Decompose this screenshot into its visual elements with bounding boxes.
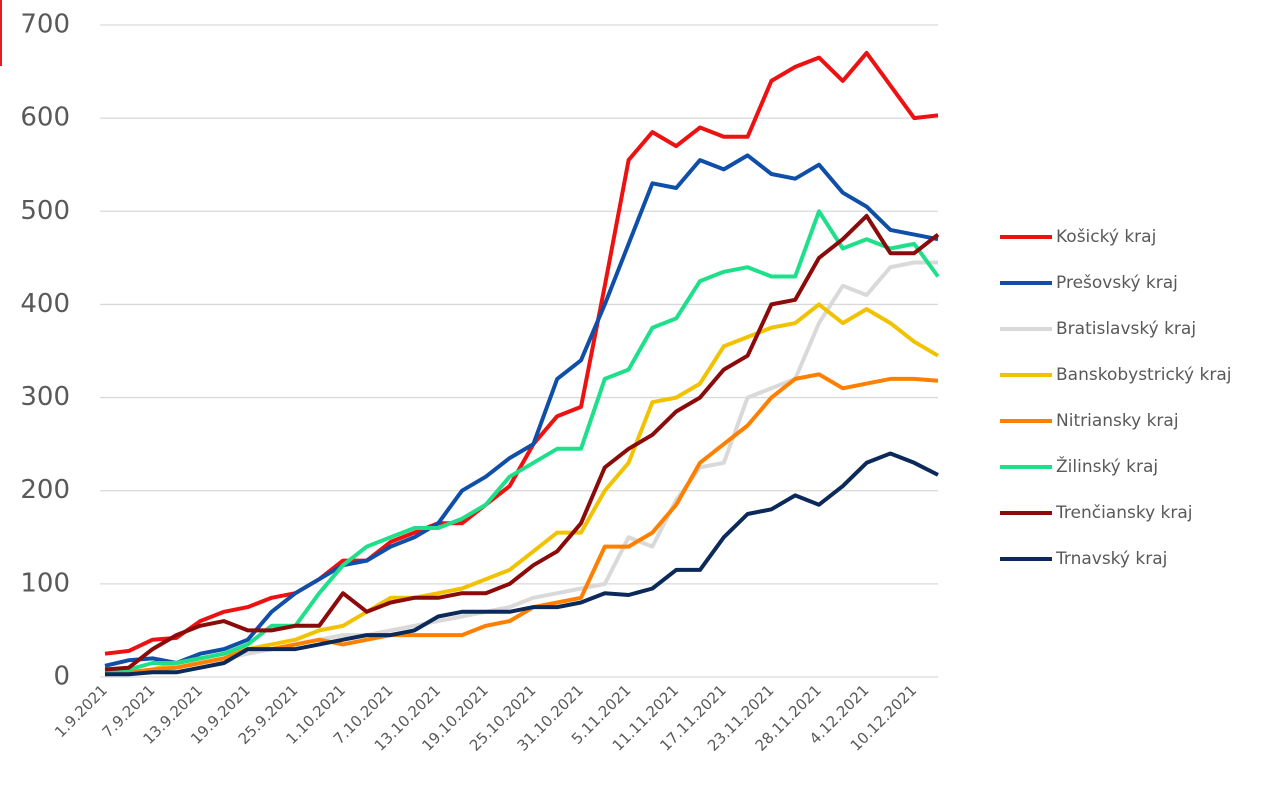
legend-label: Banskobystrický kraj [1056,365,1231,385]
legend-label: Košický kraj [1056,227,1156,247]
legend-label: Žilinský kraj [1056,455,1158,477]
accent-bar [0,0,2,66]
series-line [105,260,938,675]
legend-label: Trnavský kraj [1055,549,1167,569]
series-line [104,372,939,677]
series-line [104,302,940,677]
series-line [104,50,939,656]
y-tick-label: 600 [20,103,70,133]
y-tick-label: 700 [20,10,70,40]
series-line [104,153,939,668]
series-line [104,209,940,675]
y-tick-label: 0 [53,662,70,692]
series-line [104,213,940,672]
y-tick-label: 200 [20,475,70,505]
series-line [105,451,939,677]
y-tick-label: 100 [20,568,70,598]
y-tick-label: 400 [20,289,70,319]
legend-label: Trenčiansky kraj [1055,503,1193,523]
y-tick-label: 500 [20,196,70,226]
y-tick-label: 300 [20,382,70,412]
legend-label: Bratislavský kraj [1056,319,1196,339]
legend-label: Nitriansky kraj [1056,411,1179,431]
legend-label: Prešovský kraj [1056,273,1178,293]
